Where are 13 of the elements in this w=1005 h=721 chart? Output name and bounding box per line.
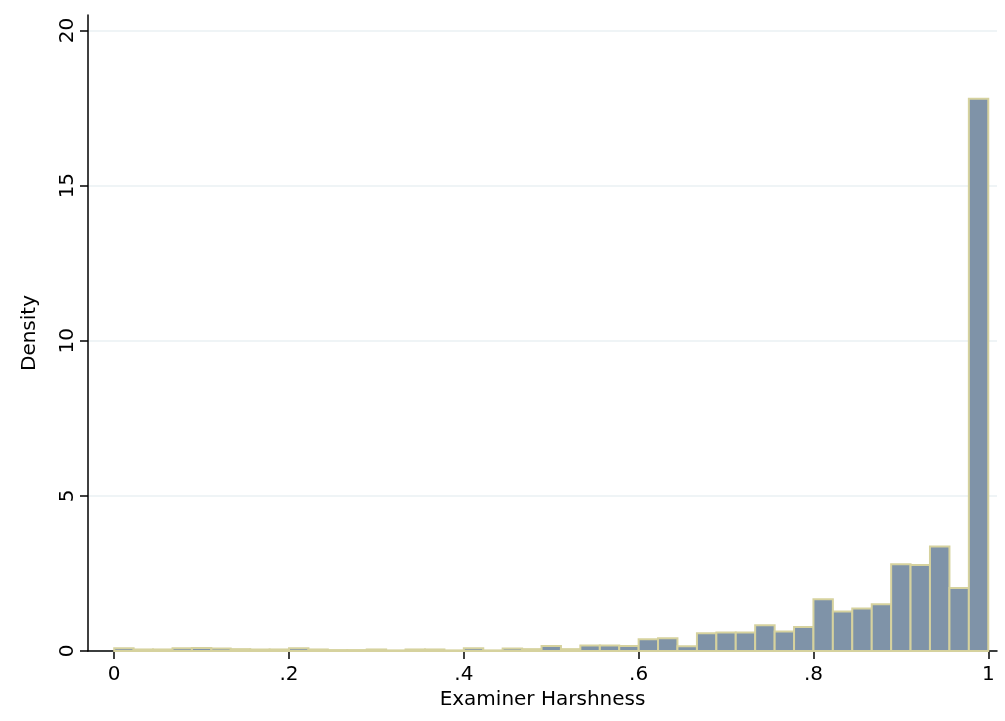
y-tick-label: 20 bbox=[54, 17, 78, 44]
x-tick-label: .8 bbox=[803, 661, 823, 685]
x-tick-label: .6 bbox=[629, 661, 649, 685]
y-tick-label: 0 bbox=[54, 644, 78, 658]
x-tick-label: 1 bbox=[981, 661, 995, 685]
x-tick-label: .4 bbox=[454, 661, 474, 685]
x-tick-label: .2 bbox=[279, 661, 299, 685]
y-tick-label: 10 bbox=[54, 328, 78, 354]
y-tick-label: 15 bbox=[54, 172, 78, 199]
y-tick-label: 5 bbox=[54, 489, 78, 503]
x-axis-title: Examiner Harshness bbox=[439, 685, 646, 710]
y-axis-title: Density bbox=[16, 294, 40, 372]
x-tick-label: 0 bbox=[107, 661, 121, 685]
